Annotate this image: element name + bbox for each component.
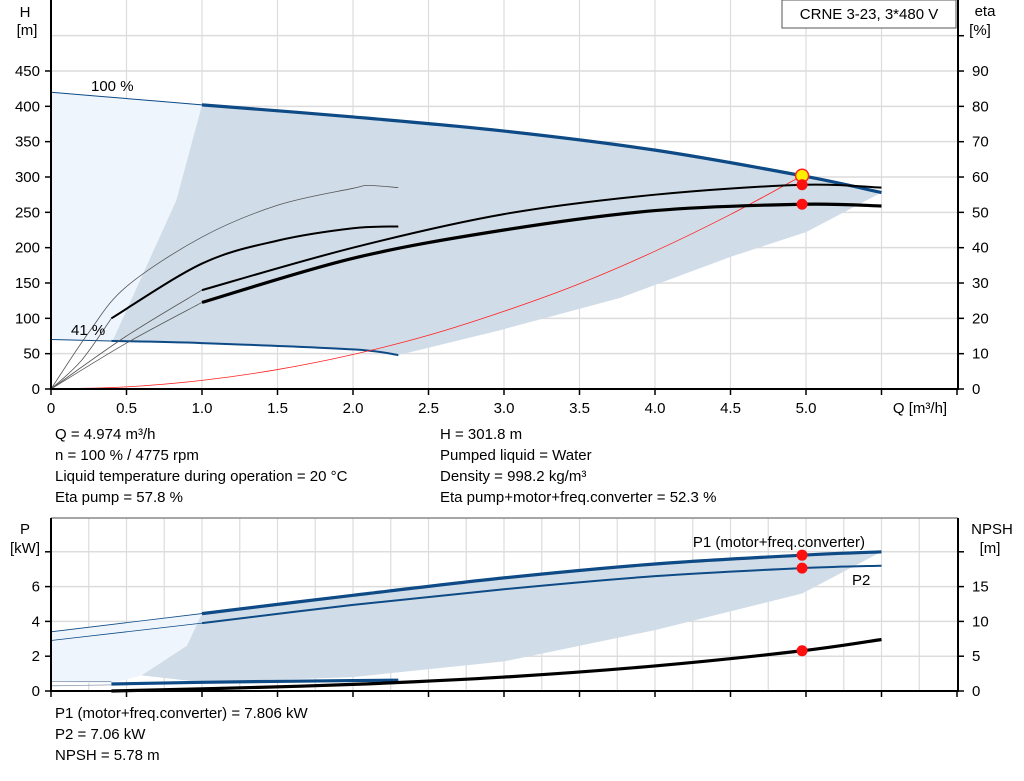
operating-range-area <box>141 551 882 683</box>
operating-range-area <box>51 613 202 684</box>
x-tick-label: 0 <box>47 400 55 417</box>
y-axis-unit-right: [m] <box>980 540 1001 557</box>
head-readout: H = 301.8 m <box>440 426 523 443</box>
y-tick-label-right: 20 <box>972 310 989 327</box>
y-axis-label-right: NPSH <box>971 521 1013 538</box>
results-power: P1 (motor+freq.converter) = 7.806 kW P2 … <box>55 703 308 766</box>
y-tick-label-right: 50 <box>972 204 989 221</box>
duty-point-marker <box>796 549 808 561</box>
y-tick-label-left: 0 <box>32 381 40 398</box>
y-tick-label-left: 350 <box>15 134 40 151</box>
y-tick-label-left: 100 <box>15 310 40 327</box>
x-tick-label: 3.0 <box>494 400 515 417</box>
curve-line <box>111 678 399 686</box>
x-tick-label: 3.5 <box>569 400 590 417</box>
speed-readout: n = 100 % / 4775 rpm <box>55 447 199 464</box>
y-tick-label-left: 300 <box>15 169 40 186</box>
duty-point-marker <box>796 179 808 191</box>
y-tick-label-right: 10 <box>972 346 989 363</box>
y-tick-label-left: 150 <box>15 275 40 292</box>
y-tick-label-right: 40 <box>972 240 989 257</box>
y-tick-label-right: 0 <box>972 683 980 700</box>
density-readout: Density = 998.2 kg/m³ <box>440 468 587 485</box>
y-axis-unit-left: [m] <box>17 22 38 39</box>
curve-line <box>111 339 399 357</box>
curve-line <box>50 91 203 106</box>
x-tick-label: 2.5 <box>418 400 439 417</box>
x-tick-label: 2.0 <box>343 400 364 417</box>
y-tick-label-right: 90 <box>972 63 989 80</box>
y-tick-label-right: 80 <box>972 98 989 115</box>
x-tick-label: 1.5 <box>267 400 288 417</box>
curve-line <box>50 175 803 390</box>
x-tick-label: 5.0 <box>796 400 817 417</box>
eta-total-readout: Eta pump+motor+freq.converter = 52.3 % <box>440 489 717 506</box>
curve-line <box>110 225 399 320</box>
y-tick-label-right: 0 <box>972 381 980 398</box>
y-axis-unit-left: [kW] <box>10 540 40 557</box>
speed-label-100: 100 % <box>91 78 134 95</box>
y-tick-label-left: 200 <box>15 240 40 257</box>
curve-line <box>111 637 882 693</box>
curve-line <box>50 185 399 390</box>
liquid-readout: Pumped liquid = Water <box>440 447 592 464</box>
x-axis-label: Q [m³/h] <box>893 400 947 417</box>
p1-readout: P1 (motor+freq.converter) = 7.806 kW <box>55 705 308 722</box>
curve-line <box>50 302 203 390</box>
curve-line <box>50 684 112 687</box>
x-tick-label: 1.0 <box>192 400 213 417</box>
p2-series-label: P2 <box>852 572 870 589</box>
y-tick-label-right: 5 <box>972 648 980 665</box>
y-tick-label-left: 450 <box>15 63 40 80</box>
p1-series-label: P1 (motor+freq.converter) <box>693 534 865 551</box>
y-tick-label-right: 15 <box>972 579 989 596</box>
y-tick-label-left: 6 <box>32 579 40 596</box>
operating-range-area <box>51 92 202 341</box>
curve-line <box>50 289 203 390</box>
duty-point-marker <box>796 645 808 657</box>
eta-pump-readout: Eta pump = 57.8 % <box>55 489 183 506</box>
npsh-readout: NPSH = 5.78 m <box>55 747 160 764</box>
y-tick-label-left: 4 <box>32 613 40 630</box>
y-tick-label-left: 400 <box>15 98 40 115</box>
x-tick-label: 4.0 <box>645 400 666 417</box>
p2-readout: P2 = 7.06 kW <box>55 726 146 743</box>
results-left: Q = 4.974 m³/h n = 100 % / 4775 rpm Liqu… <box>55 424 347 508</box>
y-tick-label-right: 70 <box>972 134 989 151</box>
y-tick-label-left: 0 <box>32 683 40 700</box>
y-axis-unit-right: [%] <box>969 22 991 39</box>
results-right: H = 301.8 m Pumped liquid = Water Densit… <box>440 424 716 508</box>
y-tick-label-left: 2 <box>32 648 40 665</box>
y-tick-label-right: 60 <box>972 169 989 186</box>
duty-point-marker <box>796 562 808 574</box>
y-tick-label-right: 30 <box>972 275 989 292</box>
chart-title: CRNE 3-23, 3*480 V <box>800 6 938 23</box>
curve-line <box>50 622 203 641</box>
y-axis-label-left: P <box>20 521 30 538</box>
title-box <box>781 0 957 29</box>
y-tick-label-left: 250 <box>15 204 40 221</box>
temperature-readout: Liquid temperature during operation = 20… <box>55 468 348 485</box>
x-tick-label: 4.5 <box>720 400 741 417</box>
speed-label-41: 41 % <box>71 322 105 339</box>
y-tick-label-left: 50 <box>23 346 40 363</box>
y-tick-label-right: 10 <box>972 613 989 630</box>
y-axis-label-right: eta <box>975 3 997 20</box>
x-tick-label: 0.5 <box>116 400 137 417</box>
y-axis-label-left: H <box>20 4 31 21</box>
curve-line <box>50 339 112 342</box>
flow-readout: Q = 4.974 m³/h <box>55 426 156 443</box>
curve-line <box>50 613 203 633</box>
duty-point-marker <box>796 198 808 210</box>
curve-line <box>50 318 112 390</box>
